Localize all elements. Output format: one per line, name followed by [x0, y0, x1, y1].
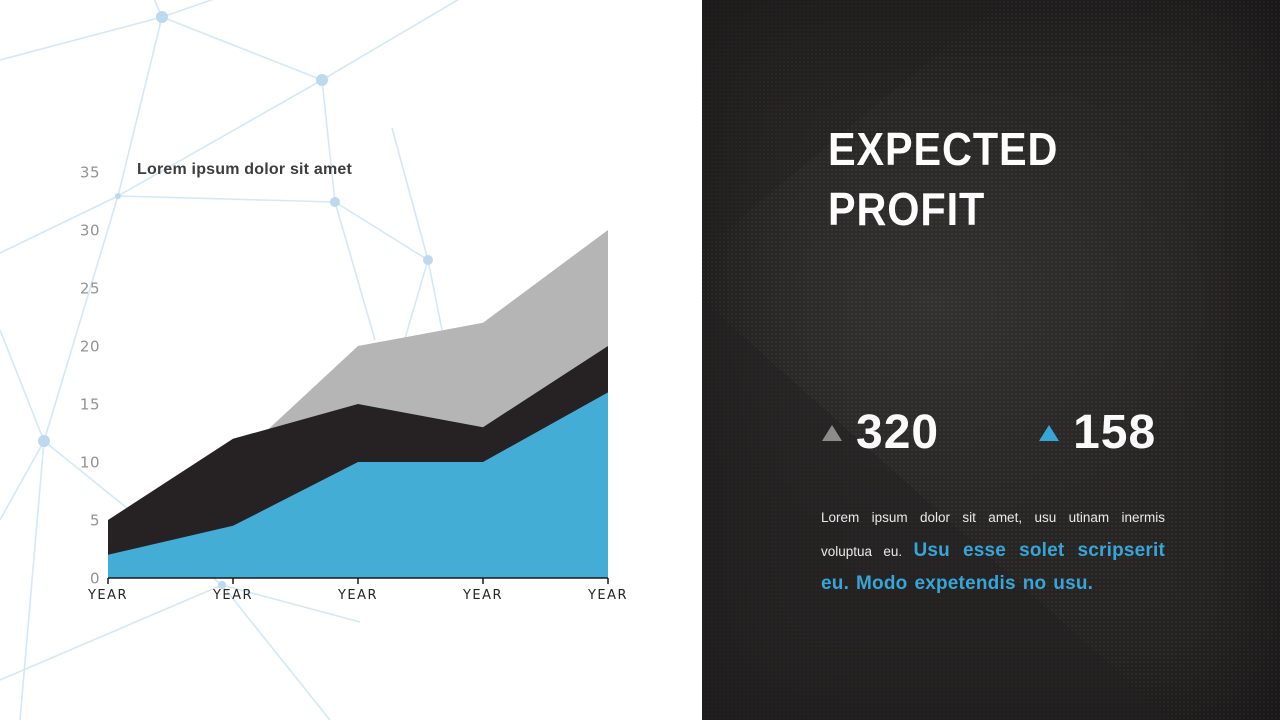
chart-panel: 0 5 10 15 20 25 30 35 YEAR YEAR YEAR YEAR YEAR Lorem…	[0, 0, 628, 720]
up-triangle-icon	[822, 425, 842, 441]
svg-text:10: 10	[80, 454, 100, 472]
stat-item: 320	[822, 408, 939, 458]
stat-item: 158	[1039, 408, 1156, 458]
svg-text:YEAR: YEAR	[587, 588, 628, 603]
panel-texture	[702, 0, 1172, 720]
stat-value: 320	[856, 406, 940, 459]
paragraph-regular-text: Lorem ipsum dolor sit amet, usu utinam i…	[821, 510, 1165, 559]
area-series-blue	[108, 392, 608, 578]
svg-text:YEAR: YEAR	[87, 588, 128, 603]
description-paragraph: Lorem ipsum dolor sit amet, usu utinam i…	[821, 502, 1165, 602]
stats-row: 320 158	[822, 408, 1156, 458]
slide-title: EXPECTED PROFIT	[828, 123, 1059, 235]
svg-text:30: 30	[80, 222, 100, 240]
svg-text:35: 35	[80, 164, 100, 182]
svg-text:0: 0	[90, 570, 100, 588]
svg-text:15: 15	[80, 396, 100, 414]
paragraph-accent-text: Usu esse solet scripserit eu. Modo expet…	[821, 539, 1166, 595]
svg-text:YEAR: YEAR	[337, 588, 378, 603]
svg-text:25: 25	[80, 280, 100, 298]
info-panel: EXPECTED PROFIT 320 158 Lorem ipsum dolo…	[702, 0, 1280, 720]
up-triangle-icon	[1039, 425, 1060, 441]
svg-text:20: 20	[80, 338, 100, 356]
chart-title: Lorem ipsum dolor sit amet	[137, 161, 353, 178]
svg-text:YEAR: YEAR	[462, 588, 503, 603]
svg-text:YEAR: YEAR	[212, 588, 253, 603]
profit-area-chart: 0 5 10 15 20 25 30 35 YEAR YEAR YEAR YEAR YEAR	[80, 164, 628, 604]
stat-value: 158	[1073, 406, 1157, 459]
network-pattern	[0, 0, 460, 720]
svg-text:5: 5	[90, 512, 100, 530]
axis-labels: 0 5 10 15 20 25 30 35 YEAR YEAR YEAR YEAR YEAR	[80, 164, 628, 604]
